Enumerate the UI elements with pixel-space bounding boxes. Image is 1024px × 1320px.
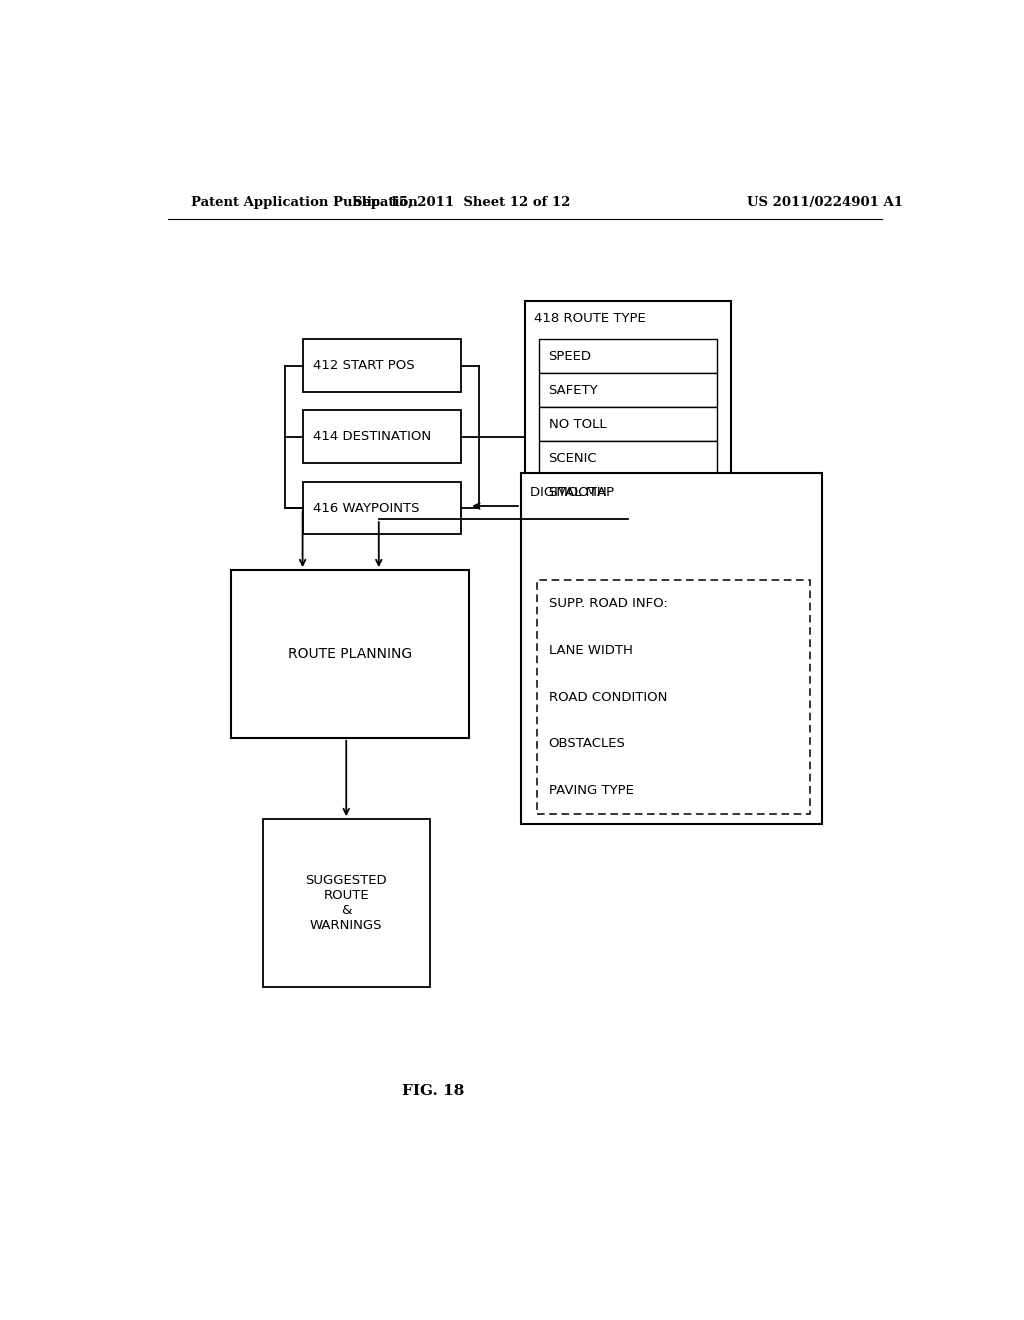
Text: 416 WAYPOINTS: 416 WAYPOINTS: [313, 502, 420, 515]
Bar: [263, 818, 430, 987]
Bar: [539, 475, 717, 510]
Text: ROUTE PLANNING: ROUTE PLANNING: [288, 647, 413, 661]
Text: PAVING TYPE: PAVING TYPE: [549, 784, 634, 797]
Text: FIG. 18: FIG. 18: [402, 1085, 465, 1098]
Text: SPEED: SPEED: [549, 350, 592, 363]
Bar: [539, 339, 717, 374]
Text: DIGITAL MAP: DIGITAL MAP: [530, 486, 614, 499]
Text: 412 START POS: 412 START POS: [313, 359, 415, 372]
Bar: [303, 339, 461, 392]
Text: SMOOTH: SMOOTH: [549, 486, 607, 499]
Bar: [231, 570, 469, 738]
Text: Patent Application Publication: Patent Application Publication: [191, 195, 418, 209]
Bar: [524, 301, 731, 519]
Text: SAFETY: SAFETY: [549, 384, 598, 397]
Bar: [539, 441, 717, 475]
Bar: [303, 482, 461, 535]
Bar: [537, 581, 810, 814]
Bar: [539, 374, 717, 407]
Text: OBSTACLES: OBSTACLES: [549, 738, 626, 750]
Text: ROAD CONDITION: ROAD CONDITION: [549, 690, 667, 704]
Text: NO TOLL: NO TOLL: [549, 417, 606, 430]
Text: SCENIC: SCENIC: [549, 451, 597, 465]
Text: LANE WIDTH: LANE WIDTH: [549, 644, 633, 657]
Bar: [303, 411, 461, 463]
Bar: [521, 474, 822, 824]
Text: SUGGESTED
ROUTE
&
WARNINGS: SUGGESTED ROUTE & WARNINGS: [305, 874, 387, 932]
Bar: [539, 407, 717, 441]
Text: SUPP. ROAD INFO:: SUPP. ROAD INFO:: [549, 597, 668, 610]
Text: US 2011/0224901 A1: US 2011/0224901 A1: [748, 195, 903, 209]
Text: Sep. 15, 2011  Sheet 12 of 12: Sep. 15, 2011 Sheet 12 of 12: [352, 195, 570, 209]
Text: 414 DESTINATION: 414 DESTINATION: [313, 430, 431, 444]
Text: 418 ROUTE TYPE: 418 ROUTE TYPE: [535, 312, 646, 325]
